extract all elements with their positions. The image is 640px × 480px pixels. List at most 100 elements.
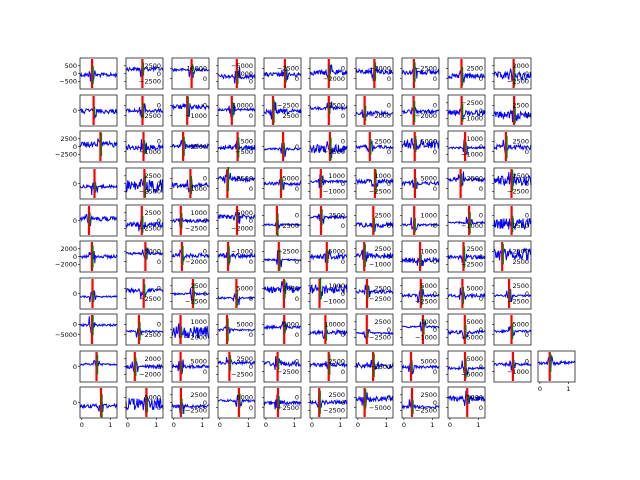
subplot-panel: 5000 0 [492, 313, 532, 346]
subplot-panel: 0 [73, 350, 118, 383]
axes-frame [493, 350, 532, 383]
axes-frame [447, 57, 486, 90]
subplot-panel: 0 −2000 [400, 94, 440, 127]
trace-line [309, 212, 348, 224]
trace-line [217, 103, 256, 118]
y-tick-label: 0 [433, 326, 437, 334]
x-tick-label: 0 [310, 421, 314, 429]
y-tick-label: 0 [433, 185, 437, 193]
y-tick-label: 0 [525, 212, 529, 220]
y-tick-label: 0 [157, 404, 161, 412]
y-tick-label: −2500 [369, 295, 391, 303]
y-tick-label: 2500 [374, 245, 391, 253]
y-tick-label: 5000 [466, 318, 483, 326]
subplot-panel: 5000 0 [262, 313, 302, 346]
trace-line [263, 355, 302, 370]
y-tick-label: −1000 [323, 188, 345, 196]
subplot-panel: 5000 0 0 1 [124, 386, 164, 429]
trace-line [493, 109, 532, 123]
y-tick-label: 0 [479, 326, 483, 334]
subplot-panel: −2500 [170, 130, 210, 163]
subplot-grid: 5000−50025000−2500100000−500050000−25000… [55, 57, 576, 429]
subplot-panel: 0 [262, 130, 302, 163]
trace-line [171, 402, 209, 415]
y-tick-label: −2500 [507, 222, 529, 230]
subplot-panel: 0 −2500 [124, 313, 164, 346]
y-tick-label: 2500 [328, 212, 345, 220]
y-tick-label: −2500 [277, 102, 299, 110]
y-tick-label: 10000 [324, 321, 345, 329]
y-tick-label: 0 [341, 180, 345, 188]
y-tick-label: 5000 [420, 282, 437, 290]
axes-frame [217, 313, 256, 346]
axes-frame [537, 350, 576, 383]
y-tick-label: −2500 [415, 407, 437, 415]
subplot-panel: 2500 0 [308, 204, 348, 237]
subplot-panel: 0 −2000 [354, 94, 394, 127]
subplot-panel: 5000 0 [400, 350, 440, 383]
trace-line [264, 280, 302, 294]
axes-frame [263, 386, 302, 419]
subplot-panel: 5000 0 0 1 [216, 386, 256, 429]
trace-line [447, 329, 486, 340]
y-tick-label: −2500 [185, 298, 207, 306]
axes-frame [79, 167, 118, 200]
y-tick-label: −2000 [185, 258, 207, 266]
subplot-panel: −1000 0 [216, 240, 256, 273]
axes-frame [171, 350, 210, 383]
axes-frame [309, 240, 348, 273]
y-tick-label: 0 [73, 107, 77, 115]
y-tick-label: 0 [249, 404, 253, 412]
y-tick-label: 0 [525, 180, 529, 188]
y-tick-label: 1000 [420, 212, 437, 220]
trace-line [447, 287, 486, 302]
trace-line [309, 249, 347, 263]
subplot-panel: 5000 0 [446, 277, 486, 310]
y-tick-label: 0 [479, 363, 483, 371]
y-tick-label: −500 [235, 148, 253, 156]
y-tick-label: −2500 [415, 65, 437, 73]
subplot-panel: 2500 0 [492, 94, 532, 127]
y-tick-label: 0 [525, 112, 529, 120]
y-tick-label: 2500 [512, 282, 529, 290]
y-tick-label: 0 [433, 222, 437, 230]
y-tick-label: 0 [341, 222, 345, 230]
trace-line [263, 68, 302, 82]
subplot-panel: 10000−1000 [308, 167, 348, 200]
axes-frame [493, 130, 532, 163]
axes-frame [401, 350, 440, 383]
x-tick-label: 1 [292, 421, 296, 429]
y-tick-label: −5000 [231, 62, 253, 70]
trace-line [171, 102, 210, 117]
y-tick-label: 0 [295, 212, 299, 220]
subplot-panel: 5000 0 [308, 240, 348, 273]
subplot-panel: 2500 0 [446, 57, 486, 90]
y-tick-label: 500 [241, 138, 253, 146]
y-tick-label: −1000 [507, 368, 529, 376]
trace-line [493, 288, 532, 303]
axes-frame [355, 130, 394, 163]
y-tick-label: −2500 [507, 248, 529, 256]
y-tick-label: 5000 [512, 321, 529, 329]
y-tick-label: −2000 [231, 225, 253, 233]
y-tick-label: 5000 [282, 175, 299, 183]
subplot-panel: 5000 0 [216, 277, 256, 310]
trace-line [493, 247, 531, 261]
y-tick-label: −2500 [277, 248, 299, 256]
y-tick-label: 2500 [420, 391, 437, 399]
y-tick-label: 0 [295, 143, 299, 151]
subplot-panel: 0 −2500 0 1 [262, 386, 302, 429]
subplot-panel: 5000 0 0 1 [446, 386, 486, 429]
y-tick-label: −2500 [415, 298, 437, 306]
trace-line [263, 220, 302, 229]
y-tick-label: 5000 [466, 394, 483, 402]
y-tick-label: 0 [73, 217, 77, 225]
y-tick-label: 0 [157, 258, 161, 266]
trace-line [401, 67, 440, 79]
x-tick-label: 0 [264, 421, 268, 429]
